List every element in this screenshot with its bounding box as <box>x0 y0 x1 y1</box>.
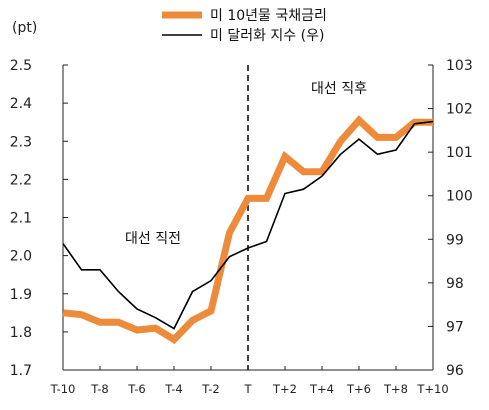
x-tick-label: T+6 <box>346 382 371 396</box>
y-left-tick-label: 1.8 <box>10 325 32 341</box>
y-left-tick-label: 2.4 <box>10 96 32 112</box>
y-left-tick-label: 2.0 <box>10 249 32 265</box>
annotation-after: 대선 직후 <box>311 81 367 97</box>
x-tick-label: T+10 <box>416 382 448 396</box>
y-right-tick-label: 103 <box>446 58 473 74</box>
y-right-tick-label: 100 <box>446 189 473 205</box>
x-tick-label: T-6 <box>127 382 145 396</box>
x-tick-label: T+2 <box>272 382 297 396</box>
x-tick-label: T+4 <box>309 382 334 396</box>
legend-label: 미 10년물 국채금리 <box>210 8 327 24</box>
x-tick-label: T-4 <box>164 382 182 396</box>
annotation-before: 대선 직전 <box>125 231 181 247</box>
y-left-tick-label: 1.9 <box>10 287 32 303</box>
y-left-tick-label: 2.2 <box>10 172 32 188</box>
treasury-yield-line <box>62 115 433 344</box>
x-tick-label: T+8 <box>383 382 408 396</box>
y-left-tick-label: 2.3 <box>10 134 32 150</box>
y-right-tick-label: 96 <box>446 363 464 379</box>
x-tick-label: T-10 <box>50 382 76 396</box>
x-tick-label: T <box>243 382 252 396</box>
x-tick-label: T-8 <box>90 382 108 396</box>
y-right-tick-label: 101 <box>446 145 473 161</box>
y-left-tick-label: 2.1 <box>10 211 32 227</box>
y-right-tick-label: 99 <box>446 232 464 248</box>
y-right-tick-label: 102 <box>446 102 473 118</box>
y-right-tick-label: 98 <box>446 276 464 292</box>
y-left-tick-label: 1.7 <box>10 363 32 379</box>
y-left-tick-label: 2.5 <box>10 58 32 74</box>
y-left-unit-label: (pt) <box>12 20 37 36</box>
legend-label: 미 달러화 지수 (우) <box>210 28 324 44</box>
x-tick-label: T-2 <box>201 382 219 396</box>
y-right-tick-label: 97 <box>446 319 464 335</box>
